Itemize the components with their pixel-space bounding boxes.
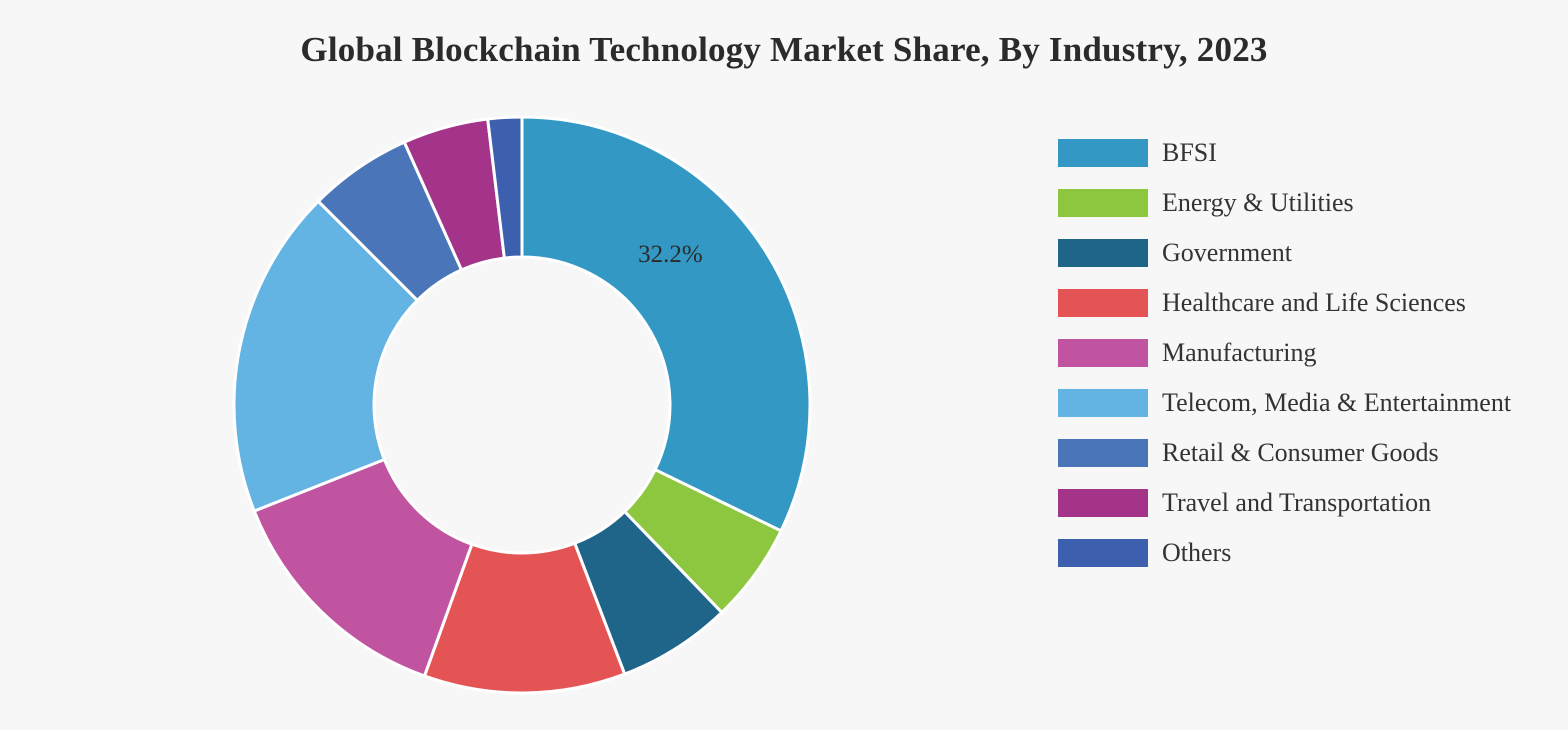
donut-slice-telecom-media-entertainment [232,199,420,513]
legend-swatch-telecom [1058,389,1148,417]
legend-label-government: Government [1162,238,1292,267]
chart-title: Global Blockchain Technology Market Shar… [300,30,1268,69]
legend-label-bfsi: BFSI [1162,138,1217,167]
donut-slice-manufacturing [252,457,474,678]
legend-item-energy-utilities: Energy & Utilities [1058,178,1511,228]
legend-swatch-travel [1058,489,1148,517]
legend-label-energy-utilities: Energy & Utilities [1162,188,1354,217]
legend-swatch-healthcare [1058,289,1148,317]
legend-item-retail: Retail & Consumer Goods [1058,428,1511,478]
legend-item-travel: Travel and Transportation [1058,478,1511,528]
slice-label-bfsi: 32.2% [638,241,703,268]
donut-slice-others [486,115,524,260]
legend-label-travel: Travel and Transportation [1162,488,1432,517]
legend-swatch-bfsi [1058,139,1148,167]
legend-label-others: Others [1162,538,1232,567]
legend-item-bfsi: BFSI [1058,128,1511,178]
legend-item-government: Government [1058,228,1511,278]
legend-swatch-others [1058,539,1148,567]
legend-item-telecom: Telecom, Media & Entertainment [1058,378,1511,428]
legend-swatch-energy-utilities [1058,189,1148,217]
donut-slice-bfsi [520,115,812,533]
legend-swatch-retail [1058,439,1148,467]
donut-chart: 32.2% [232,115,812,695]
legend: BFSI Energy & Utilities Government Healt… [1058,128,1511,578]
legend-label-manufacturing: Manufacturing [1162,338,1317,367]
legend-item-manufacturing: Manufacturing [1058,328,1511,378]
legend-item-healthcare: Healthcare and Life Sciences [1058,278,1511,328]
legend-swatch-government [1058,239,1148,267]
legend-label-retail: Retail & Consumer Goods [1162,438,1439,467]
legend-label-telecom: Telecom, Media & Entertainment [1162,388,1512,417]
legend-swatch-manufacturing [1058,339,1148,367]
legend-item-others: Others [1058,528,1511,578]
legend-label-healthcare: Healthcare and Life Sciences [1162,288,1466,317]
